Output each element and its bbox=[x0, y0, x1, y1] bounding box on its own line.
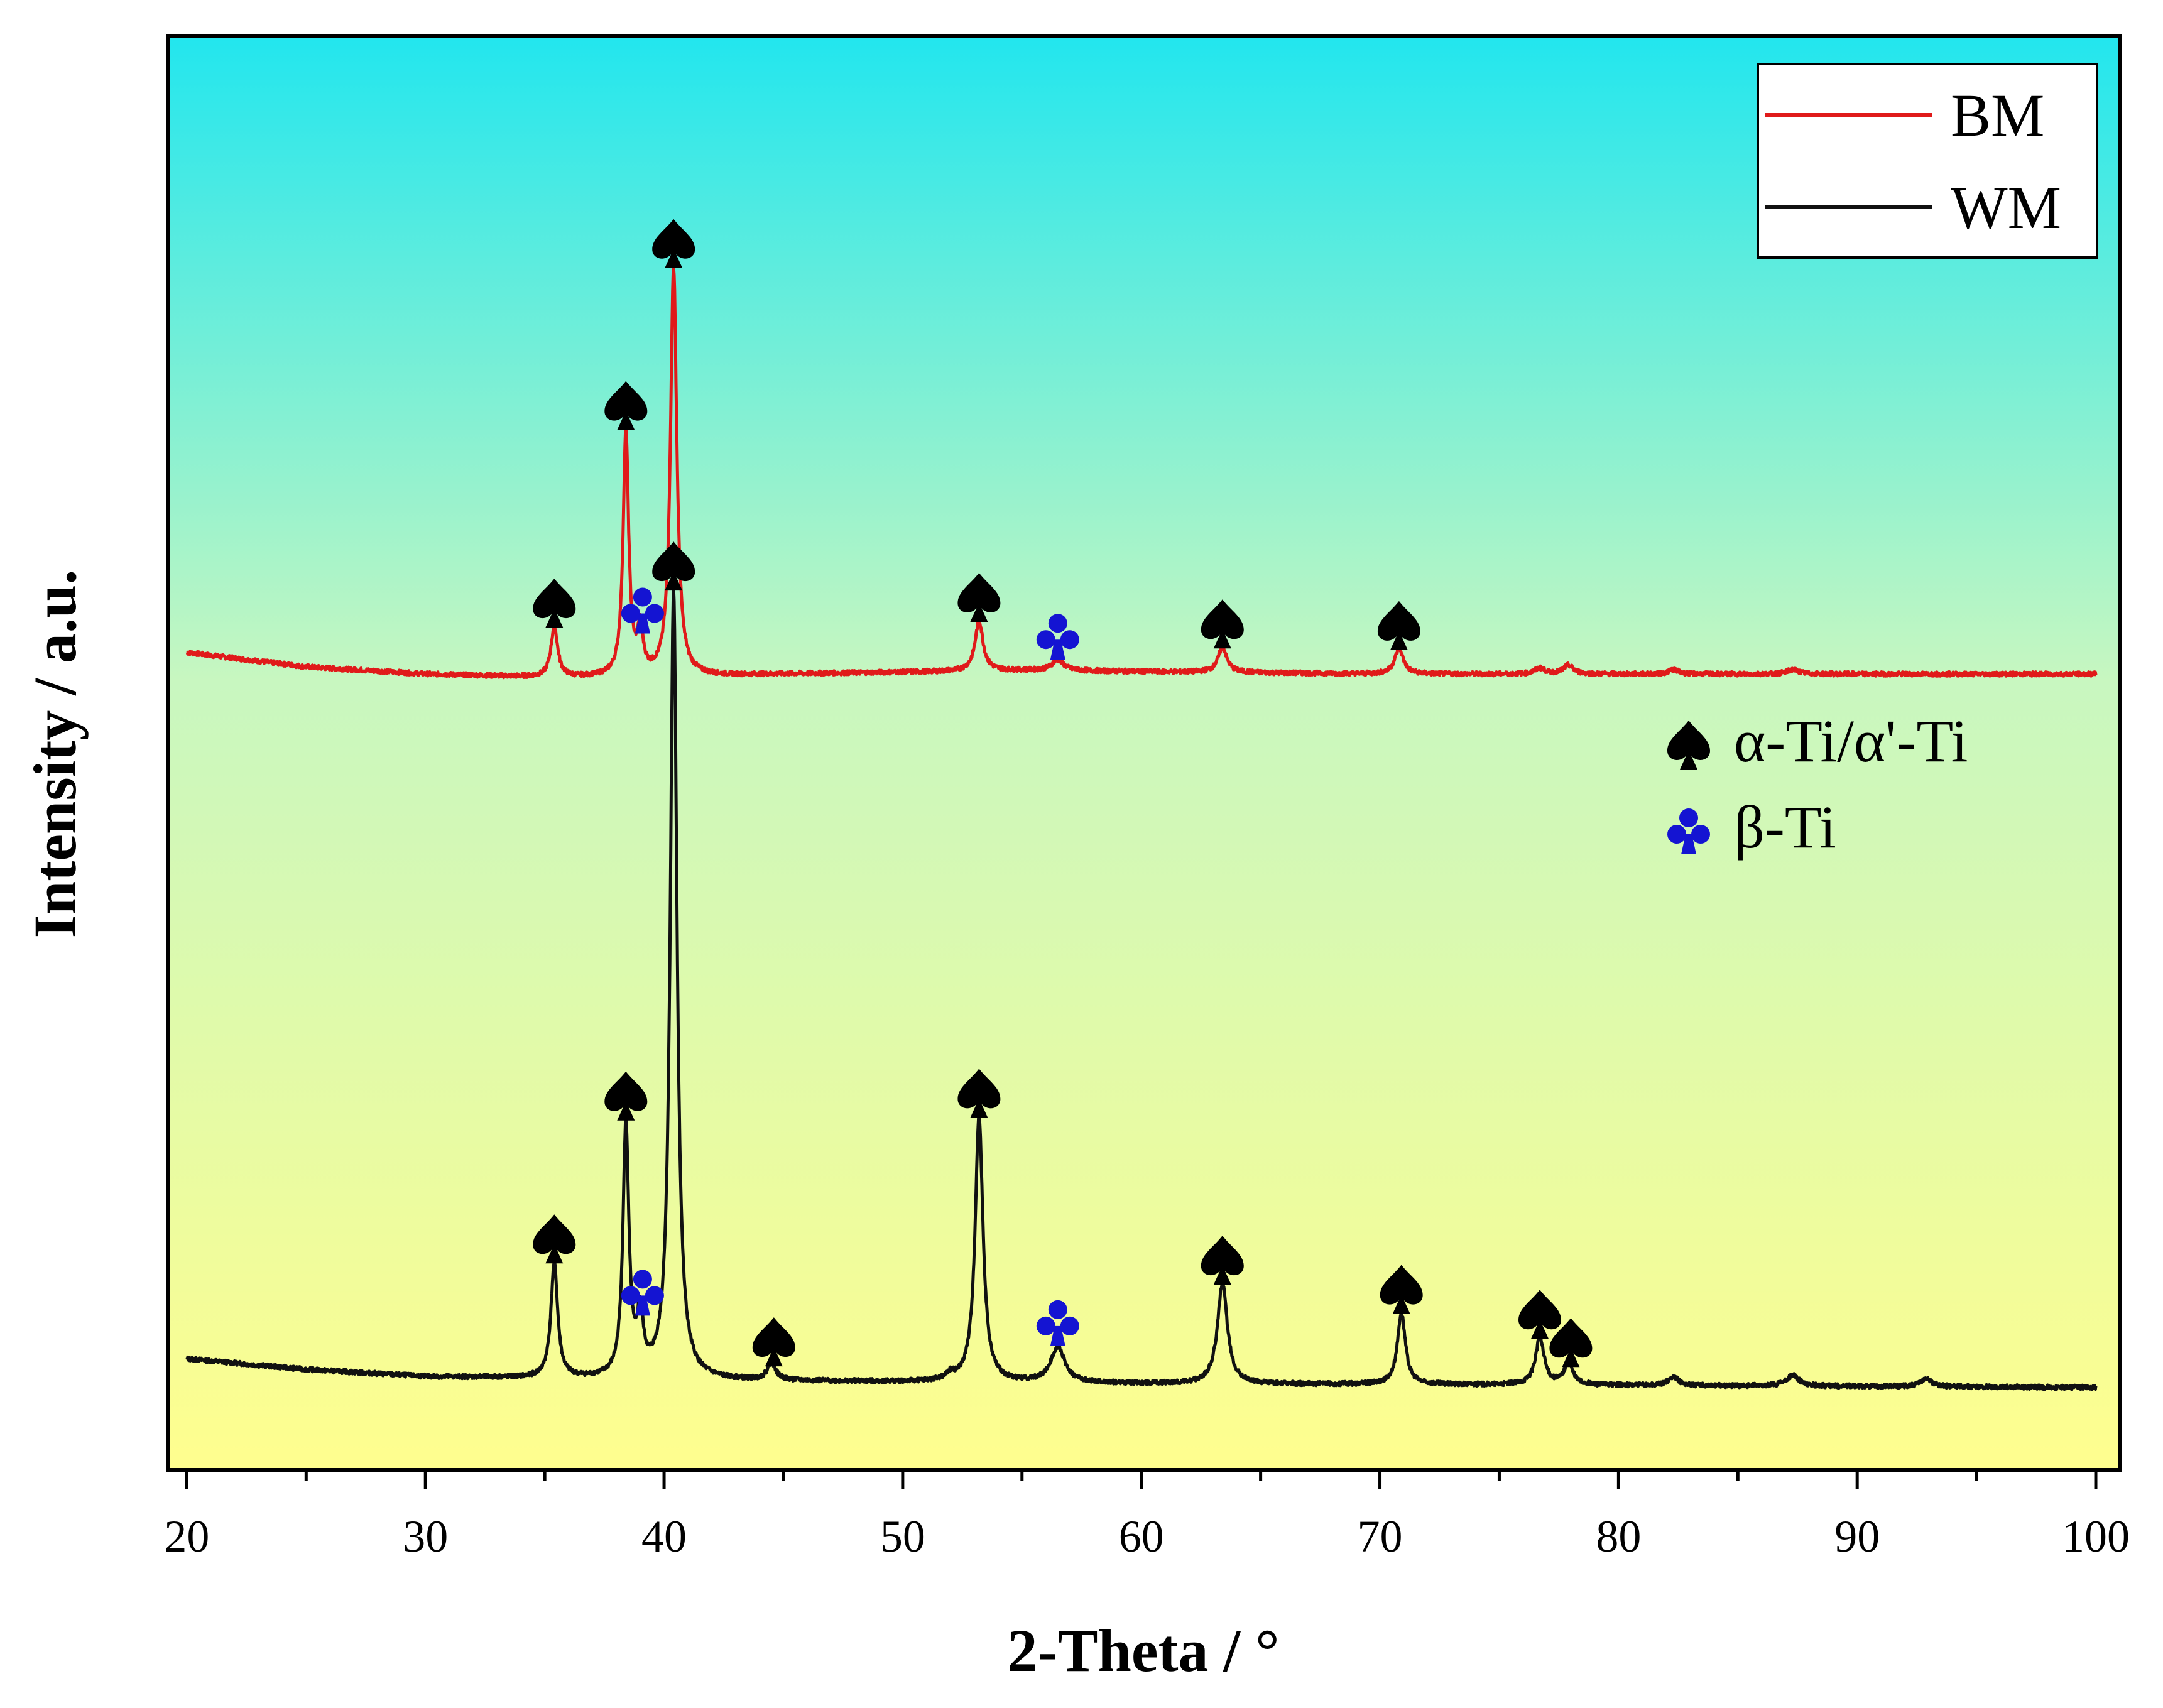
series-line-bm bbox=[185, 266, 2098, 680]
club-icon bbox=[621, 1270, 664, 1316]
series-legend: BM WM bbox=[1757, 63, 2098, 259]
club-icon bbox=[621, 587, 664, 634]
spade-icon bbox=[604, 1071, 648, 1121]
series-layer bbox=[185, 266, 2098, 1391]
spade-icon bbox=[533, 1214, 576, 1264]
x-tick-label: 30 bbox=[403, 1511, 448, 1562]
x-tick-label: 20 bbox=[164, 1511, 209, 1562]
phase-marker-layer bbox=[533, 219, 1593, 1368]
spade-icon bbox=[1549, 1318, 1593, 1368]
x-tick-label: 80 bbox=[1596, 1511, 1641, 1562]
spade-icon bbox=[1377, 601, 1420, 650]
legend-box bbox=[1757, 63, 2098, 259]
spade-icon bbox=[1667, 721, 1710, 770]
spade-icon bbox=[1518, 1290, 1561, 1339]
x-tick-label: 60 bbox=[1119, 1511, 1164, 1562]
phase-legend-beta-label: β-Ti bbox=[1734, 793, 1836, 861]
spade-icon bbox=[1201, 599, 1244, 649]
phase-legend-alpha-label: α-Ti/α'-Ti bbox=[1734, 707, 1968, 775]
spade-icon bbox=[1380, 1265, 1423, 1314]
x-tick-label: 100 bbox=[2062, 1511, 2130, 1562]
series-line-wm bbox=[185, 587, 2098, 1391]
spade-icon bbox=[1201, 1236, 1244, 1285]
spade-icon bbox=[752, 1317, 795, 1367]
phase-legend: α-Ti/α'-Ti β-Ti bbox=[1667, 707, 1968, 861]
legend-label-wm: WM bbox=[1951, 174, 2061, 241]
spade-icon bbox=[652, 541, 695, 591]
x-tick-label: 40 bbox=[641, 1511, 687, 1562]
plot-frame bbox=[166, 34, 2122, 1472]
x-axis: 20 30 40 50 60 70 80 90 100 bbox=[164, 1470, 2130, 1562]
spade-icon bbox=[957, 573, 1001, 622]
x-axis-title: 2-Theta / ° bbox=[1007, 1617, 1279, 1684]
spade-icon bbox=[957, 1069, 1001, 1118]
x-tick-label: 90 bbox=[1834, 1511, 1880, 1562]
x-tick-label: 70 bbox=[1358, 1511, 1403, 1562]
spade-icon bbox=[533, 579, 576, 628]
club-icon bbox=[1036, 1300, 1079, 1346]
legend-label-bm: BM bbox=[1951, 82, 2044, 149]
club-icon bbox=[1667, 808, 1710, 854]
club-icon bbox=[1036, 614, 1079, 660]
spade-icon bbox=[652, 219, 695, 268]
y-axis-title: Intensity / a.u. bbox=[21, 570, 89, 938]
plot-background bbox=[168, 36, 2120, 1470]
spade-icon bbox=[604, 381, 648, 430]
x-tick-label: 50 bbox=[880, 1511, 925, 1562]
